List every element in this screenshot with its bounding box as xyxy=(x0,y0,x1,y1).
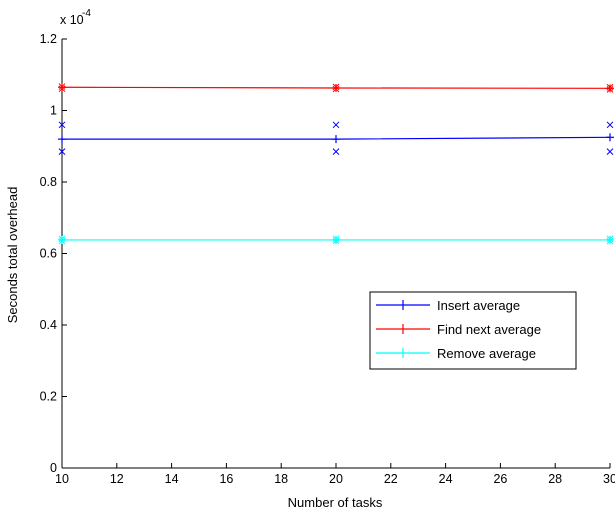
legend-item: Find next average xyxy=(376,322,541,337)
x-tick-label: 16 xyxy=(219,472,233,486)
series-remove-average xyxy=(58,235,614,245)
y-tick-label: 1 xyxy=(50,104,57,118)
sample-point-marker xyxy=(332,148,340,155)
y-scale-exponent: -4 xyxy=(82,8,91,19)
sample-point-marker xyxy=(58,121,66,129)
legend-label: Remove average xyxy=(437,346,536,361)
x-tick-label: 30 xyxy=(603,472,615,486)
y-tick-label: 0.6 xyxy=(40,247,57,261)
x-tick-label: 12 xyxy=(110,472,124,486)
legend-item: Remove average xyxy=(376,346,536,361)
sample-point-marker xyxy=(606,83,614,91)
x-tick-label: 28 xyxy=(548,472,562,486)
sample-point-marker xyxy=(606,148,614,155)
sample-point-marker xyxy=(58,148,66,155)
y-tick-label: 0 xyxy=(50,461,57,475)
x-tick-label: 24 xyxy=(439,472,453,486)
y-tick-label: 1.2 xyxy=(40,32,57,46)
y-tick-label: 0.2 xyxy=(40,390,57,404)
y-ticks: 0 0.2 0.4 0.6 0.8 1 1.2 xyxy=(40,32,67,475)
x-ticks: 10 12 14 16 18 20 22 24 26 28 30 xyxy=(55,463,615,486)
legend-item: Insert average xyxy=(376,298,520,313)
series-insert-average xyxy=(58,121,614,155)
legend-items: Insert average Find next average Remove av… xyxy=(376,298,541,361)
y-tick-label: 0.8 xyxy=(40,175,57,189)
x-tick-label: 18 xyxy=(274,472,288,486)
x-axis-label: Number of tasks xyxy=(288,495,383,510)
y-axis-label: Seconds total overhead xyxy=(5,187,20,324)
legend-label: Find next average xyxy=(437,322,541,337)
sample-point-marker xyxy=(606,237,614,245)
series-layer xyxy=(58,83,614,245)
x-tick-label: 22 xyxy=(384,472,398,486)
sample-point-marker xyxy=(606,235,614,243)
sample-point-marker xyxy=(58,235,66,243)
x-tick-label: 10 xyxy=(55,472,69,486)
x-tick-label: 20 xyxy=(329,472,343,486)
sample-point-marker xyxy=(332,237,340,245)
sample-point-marker xyxy=(58,83,66,90)
legend-label: Insert average xyxy=(437,298,520,313)
sample-point-marker xyxy=(332,83,340,91)
sample-point-marker xyxy=(332,121,340,129)
sample-point-marker xyxy=(606,86,614,93)
x-tick-label: 14 xyxy=(165,472,179,486)
sample-point-marker xyxy=(606,121,614,129)
sample-point-marker xyxy=(332,235,340,243)
series-find-next-average xyxy=(58,83,614,93)
sample-point-marker xyxy=(58,85,66,93)
sample-point-marker xyxy=(332,85,340,93)
legend: Insert average Find next average Remove av… xyxy=(369,291,577,370)
y-scale-factor: x 10 xyxy=(60,13,84,27)
x-tick-label: 26 xyxy=(493,472,507,486)
axes: 10 12 14 16 18 20 22 24 26 28 30 0 0.2 0.4 0.6 0.8 1 1.2 xyxy=(40,32,615,486)
y-tick-label: 0.4 xyxy=(40,318,57,332)
sample-point-marker xyxy=(58,237,66,245)
